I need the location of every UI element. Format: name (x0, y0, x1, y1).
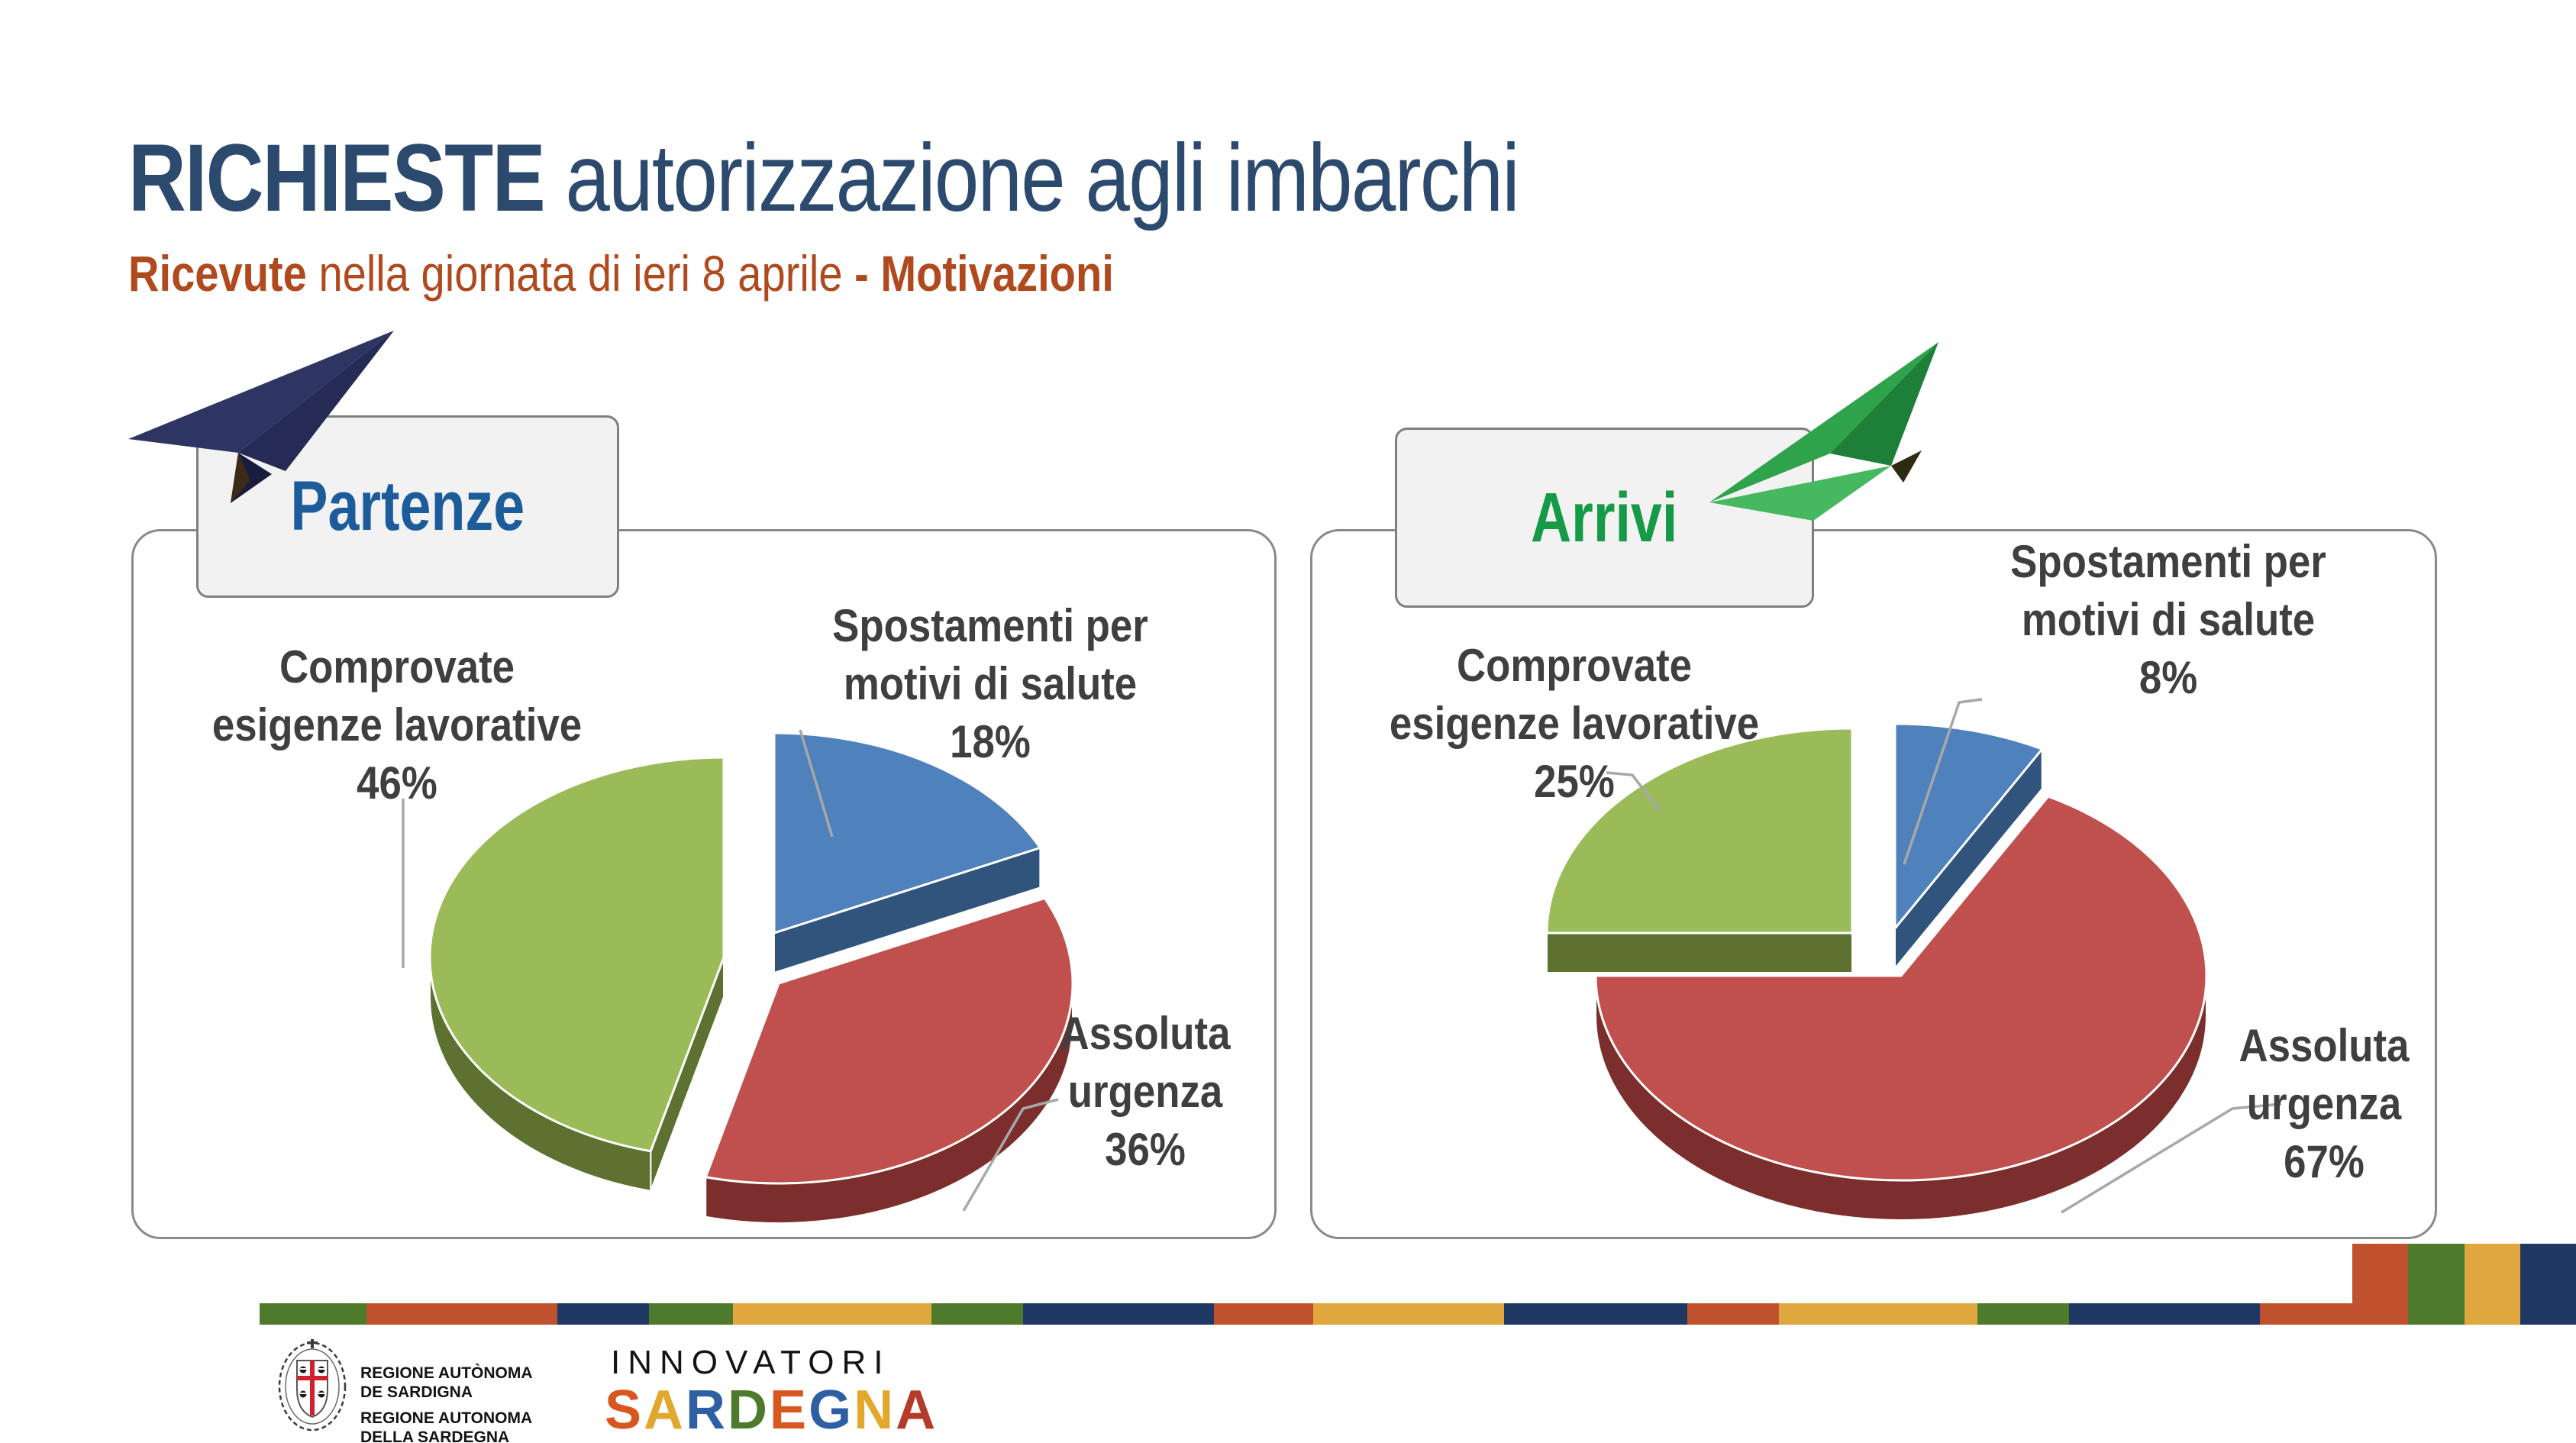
pie-slice (1545, 727, 1854, 935)
stripe-segment (2069, 1303, 2260, 1325)
subtitle-tail: - Motivazioni (854, 245, 1114, 302)
corner-block-bar (2352, 1244, 2409, 1325)
slice-label: Comprovate esigenze lavorative 25% (1389, 640, 1760, 807)
stripe-segment (260, 1303, 366, 1325)
sardegna-coat-of-arms-icon (278, 1339, 347, 1432)
region-line-3: REGIONE AUTONOMA (360, 1409, 533, 1427)
page-title-rest: autorizzazione agli imbarchi (544, 125, 1519, 231)
stripe-segment (366, 1303, 557, 1325)
innovatori-logo-text: INNOVATORI (611, 1344, 891, 1381)
page-title-lead: RICHIESTE (128, 125, 546, 231)
stripe-segment (1214, 1303, 1313, 1325)
leader-line (799, 729, 834, 838)
leader-line (1903, 698, 1983, 865)
stripe-segment (1313, 1303, 1504, 1325)
sardegna-letter: A (644, 1380, 686, 1441)
pie-slice (704, 896, 1074, 1185)
pie-slice-wall (1546, 932, 1853, 973)
region-line-4: DELLA SARDEGNA (360, 1428, 510, 1443)
slice-label: Comprovate esigenze lavorative 46% (211, 641, 583, 809)
slice-label: Assoluta urgenza 67% (2239, 1020, 2410, 1187)
page-subtitle: Ricevute nella giornata di ieri 8 aprile… (128, 244, 1114, 302)
stripe-segment (733, 1303, 931, 1325)
arrivi-label: Arrivi (1531, 478, 1678, 557)
corner-block-bar (2408, 1244, 2465, 1325)
slice-label: Spostamenti per motivi di salute 18% (832, 600, 1148, 767)
page-title: RICHIESTE autorizzazione agli imbarchi (128, 124, 1520, 233)
region-logo-text: REGIONE AUTÒNOMA DE SARDIGNA REGIONE AUT… (360, 1364, 533, 1443)
sardegna-logo-text: SARDEGNA (605, 1379, 938, 1441)
stripe-segment (1977, 1303, 2069, 1325)
stripe-segment (1779, 1303, 1977, 1325)
corner-block-bar (2464, 1244, 2520, 1325)
sardegna-letter: E (770, 1380, 809, 1441)
pie-slice (1594, 795, 2208, 1182)
region-line-2: DE SARDIGNA (360, 1383, 473, 1401)
sardegna-letter: N (854, 1380, 896, 1441)
stripe-segment (1687, 1303, 1779, 1325)
stripe-segment (931, 1303, 1023, 1325)
stripe-segment (1023, 1303, 1214, 1325)
leader-line (1606, 771, 1661, 812)
pie-slice (428, 756, 725, 1153)
leader-line (2061, 1102, 2282, 1214)
slice-label: Spostamenti per motivi di salute 8% (2010, 536, 2326, 703)
stripe-segment (1504, 1303, 1687, 1325)
slice-label: Assoluta urgenza 36% (1060, 1008, 1231, 1175)
stripe-segment (557, 1303, 649, 1325)
pie-slice (1893, 722, 2045, 932)
leader-line (962, 1098, 1059, 1212)
partenze-label: Partenze (290, 467, 525, 545)
corner-block-bar (2520, 1244, 2576, 1325)
arrivi-label-box: Arrivi (1395, 428, 1814, 608)
navy-paper-plane-icon (128, 331, 394, 503)
sardegna-letter: D (728, 1380, 770, 1441)
footer-corner-color-block (2352, 1244, 2576, 1325)
partenze-label-box: Partenze (196, 415, 619, 598)
pie-slice (773, 731, 1042, 935)
stripe-segment (649, 1303, 733, 1325)
green-paper-plane-icon (1709, 342, 1938, 521)
region-line-1: REGIONE AUTÒNOMA (360, 1364, 533, 1382)
sardegna-letter: G (809, 1380, 854, 1441)
subtitle-lead: Ricevute (128, 245, 307, 302)
sardegna-letter: R (686, 1380, 728, 1441)
subtitle-mid: nella giornata di ieri 8 aprile (306, 245, 855, 302)
sardegna-letter: S (605, 1380, 644, 1441)
sardegna-letter: A (896, 1380, 938, 1441)
